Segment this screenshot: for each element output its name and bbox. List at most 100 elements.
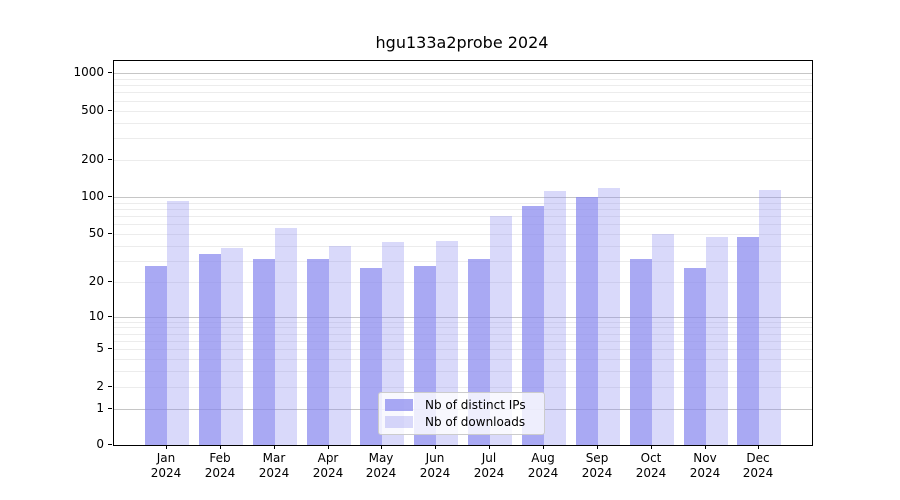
x-tick-mark bbox=[543, 445, 544, 449]
bar-ips-jan bbox=[145, 266, 167, 445]
minor-gridline bbox=[114, 349, 812, 350]
x-tick-label: Jan 2024 bbox=[150, 451, 182, 480]
minor-gridline bbox=[114, 160, 812, 161]
x-tick-label: Oct 2024 bbox=[635, 451, 667, 480]
y-tick-label: 10 bbox=[88, 309, 104, 323]
y-tick-mark bbox=[108, 159, 112, 160]
bar-ips-dec bbox=[737, 237, 759, 445]
bar-ips-feb bbox=[199, 254, 221, 445]
major-gridline bbox=[114, 197, 812, 198]
y-tick-label: 500 bbox=[81, 103, 104, 117]
x-tick-label: Feb 2024 bbox=[204, 451, 236, 480]
y-tick-mark bbox=[108, 72, 112, 73]
x-tick-mark bbox=[274, 445, 275, 449]
bar-downloads-aug bbox=[544, 191, 566, 445]
minor-gridline bbox=[114, 203, 812, 204]
minor-gridline bbox=[114, 282, 812, 283]
plot-area bbox=[113, 60, 813, 446]
x-tick-label: Jun 2024 bbox=[419, 451, 451, 480]
chart-title: hgu133a2probe 2024 bbox=[375, 33, 549, 52]
bar-downloads-feb bbox=[221, 248, 243, 445]
bar-downloads-oct bbox=[652, 234, 674, 445]
minor-gridline bbox=[114, 224, 812, 225]
x-tick-mark bbox=[220, 445, 221, 449]
x-tick-label: May 2024 bbox=[365, 451, 397, 480]
legend: Nb of distinct IPs Nb of downloads bbox=[378, 392, 545, 435]
minor-gridline bbox=[114, 234, 812, 235]
minor-gridline bbox=[114, 327, 812, 328]
y-tick-label: 50 bbox=[88, 226, 104, 240]
minor-gridline bbox=[114, 79, 812, 80]
y-tick-label: 1000 bbox=[73, 65, 104, 79]
bar-downloads-jan bbox=[167, 201, 189, 445]
y-tick-label: 1 bbox=[96, 401, 104, 415]
y-tick-mark bbox=[108, 196, 112, 197]
minor-gridline bbox=[114, 101, 812, 102]
y-tick-label: 200 bbox=[81, 152, 104, 166]
legend-label-distinct-ips: Nb of distinct IPs bbox=[425, 398, 526, 412]
x-tick-mark bbox=[597, 445, 598, 449]
bar-downloads-jul bbox=[490, 216, 512, 445]
x-tick-mark bbox=[166, 445, 167, 449]
minor-gridline bbox=[114, 371, 812, 372]
y-tick-mark bbox=[108, 408, 112, 409]
minor-gridline bbox=[114, 111, 812, 112]
bar-ips-nov bbox=[684, 268, 706, 445]
bar-ips-aug bbox=[522, 206, 544, 445]
bar-downloads-dec bbox=[759, 190, 781, 445]
x-tick-mark bbox=[435, 445, 436, 449]
minor-gridline bbox=[114, 123, 812, 124]
legend-item-downloads: Nb of downloads bbox=[385, 415, 540, 429]
y-tick-label: 0 bbox=[96, 437, 104, 451]
x-tick-mark bbox=[489, 445, 490, 449]
minor-gridline bbox=[114, 261, 812, 262]
minor-gridline bbox=[114, 322, 812, 323]
y-tick-mark bbox=[108, 386, 112, 387]
x-tick-label: Aug 2024 bbox=[527, 451, 559, 480]
minor-gridline bbox=[114, 387, 812, 388]
legend-swatch-distinct-ips bbox=[385, 399, 413, 411]
y-tick-mark bbox=[108, 233, 112, 234]
bar-downloads-nov bbox=[706, 237, 728, 445]
x-tick-mark bbox=[651, 445, 652, 449]
x-tick-label: Apr 2024 bbox=[312, 451, 344, 480]
y-tick-mark bbox=[108, 281, 112, 282]
major-gridline bbox=[114, 73, 812, 74]
minor-gridline bbox=[114, 246, 812, 247]
y-tick-label: 100 bbox=[81, 189, 104, 203]
major-gridline bbox=[114, 317, 812, 318]
minor-gridline bbox=[114, 85, 812, 86]
minor-gridline bbox=[114, 216, 812, 217]
bar-ips-apr bbox=[307, 259, 329, 445]
minor-gridline bbox=[114, 209, 812, 210]
x-tick-mark bbox=[328, 445, 329, 449]
x-tick-label: Nov 2024 bbox=[689, 451, 721, 480]
x-tick-mark bbox=[705, 445, 706, 449]
minor-gridline bbox=[114, 334, 812, 335]
bar-downloads-mar bbox=[275, 228, 297, 445]
bar-ips-may bbox=[360, 268, 382, 445]
x-tick-mark bbox=[758, 445, 759, 449]
legend-label-downloads: Nb of downloads bbox=[425, 415, 526, 429]
minor-gridline bbox=[114, 359, 812, 360]
legend-item-distinct-ips: Nb of distinct IPs bbox=[385, 398, 540, 412]
y-tick-label: 20 bbox=[88, 274, 104, 288]
x-tick-label: Mar 2024 bbox=[258, 451, 290, 480]
y-tick-mark bbox=[108, 316, 112, 317]
legend-swatch-downloads bbox=[385, 416, 413, 428]
bar-downloads-sep bbox=[598, 188, 620, 445]
minor-gridline bbox=[114, 92, 812, 93]
y-tick-mark bbox=[108, 110, 112, 111]
y-tick-label: 2 bbox=[96, 379, 104, 393]
minor-gridline bbox=[114, 341, 812, 342]
y-tick-mark bbox=[108, 348, 112, 349]
minor-gridline bbox=[114, 138, 812, 139]
x-tick-label: Sep 2024 bbox=[581, 451, 613, 480]
x-tick-label: Dec 2024 bbox=[742, 451, 774, 480]
bar-downloads-apr bbox=[329, 246, 351, 445]
bar-ips-sep bbox=[576, 197, 598, 445]
bar-ips-oct bbox=[630, 259, 652, 445]
y-tick-mark bbox=[108, 444, 112, 445]
x-tick-mark bbox=[381, 445, 382, 449]
